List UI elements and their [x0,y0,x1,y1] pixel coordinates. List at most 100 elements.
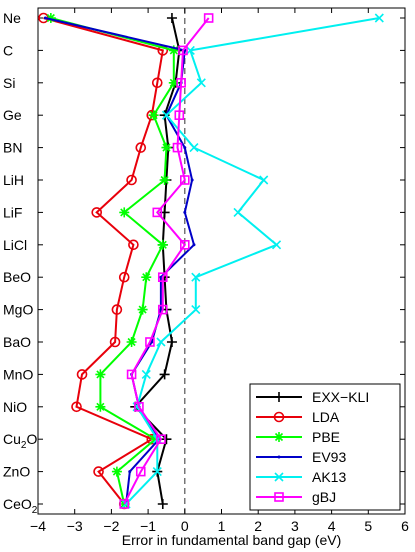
data-point-gbj [180,175,190,185]
data-point-pbe [157,239,168,250]
x-tick-label: −4 [30,518,46,534]
y-category-label: BN [3,140,22,156]
x-tick-label: 6 [401,518,409,534]
x-tick-label: 0 [181,518,189,534]
x-tick-label: −3 [67,518,83,534]
y-category-label: Cu2O [3,431,37,451]
data-point-pbe [95,369,106,380]
data-point-exx-kli [166,337,177,347]
data-point-ak13 [233,207,243,217]
legend-marker-ak13 [274,472,284,482]
data-point-exx-kli [161,434,172,445]
data-point-ak13 [152,467,162,477]
data-point-ev93 [159,275,163,279]
data-point-ev93 [190,178,194,182]
series-line-ev93 [45,17,196,505]
data-point-lda [76,369,88,380]
legend-label-ev93: EV93 [312,449,346,465]
x-tick-label: 5 [364,518,372,534]
data-point-pbe [161,142,172,153]
data-point-pbe [168,77,179,88]
data-point-lda [135,142,147,153]
data-point-pbe [111,466,122,477]
data-point-pbe [119,207,130,218]
data-point-ak13 [259,175,269,185]
data-point-ak13 [156,337,166,347]
data-point-ev93 [183,146,187,150]
data-point-lda [128,239,139,251]
data-point-lda [111,304,123,315]
data-point-pbe [150,434,161,445]
x-tick-label: 2 [254,518,262,534]
y-category-label: Ge [3,107,22,123]
series-line-pbe [50,17,175,505]
data-point-exx-kli [157,499,168,509]
data-point-gbj [178,45,188,56]
legend-label-pbe: PBE [312,429,340,445]
series-line-lda [43,17,164,505]
y-category-label: Si [3,75,15,91]
data-point-gbj [172,142,183,153]
y-category-label: LiF [3,204,22,220]
data-point-gbj [157,304,168,315]
data-point-ak13 [141,369,151,379]
y-category-label: BeO [3,269,31,285]
y-category-label: MnO [3,366,33,382]
data-point-ev93 [128,470,132,474]
data-point-ev93 [192,243,196,247]
data-point-exx-kli [166,13,177,23]
data-point-pbe [126,337,137,347]
data-point-ak13 [191,272,201,282]
y-category-label: Ne [3,10,21,26]
data-point-pbe [137,304,148,315]
y-category-label: C [3,42,13,58]
legend-box [249,383,401,511]
data-point-lda [109,336,121,348]
data-point-gbj [119,499,130,509]
data-point-gbj [157,272,168,283]
x-tick-label: 1 [218,518,226,534]
y-category-label: CeO2 [3,496,38,516]
data-point-ak13 [191,305,201,315]
data-point-pbe [148,110,159,121]
data-point-ak13 [196,78,206,88]
y-category-label: MgO [3,302,33,318]
data-point-pbe [141,272,152,283]
legend-marker-ev93 [277,455,281,459]
data-point-pbe [45,13,56,23]
x-tick-label: −2 [103,518,119,534]
x-tick-label: 4 [328,518,336,534]
data-point-lda [118,271,130,283]
data-point-ev93 [183,210,187,214]
legend-marker-exx-kli [274,392,284,402]
y-category-label: BaO [3,334,31,350]
data-point-lda [126,174,137,186]
x-tick-label: 3 [291,518,299,534]
data-point-lda [93,466,104,477]
data-point-pbe [168,45,179,56]
data-point-ak13 [189,143,199,153]
legend: EXX−KLI LDA PBE EV93 AK13 gBJ [249,383,401,511]
data-point-gbj [145,337,155,347]
data-point-gbj [134,401,144,412]
data-point-lda [71,401,82,413]
legend-label-ak13: AK13 [312,469,346,485]
y-category-label: NiO [3,399,27,415]
y-category-label: ZnO [3,464,30,480]
data-point-lda [151,77,163,89]
data-point-gbj [180,240,190,250]
data-point-gbj [174,110,185,120]
data-point-ak13 [161,110,172,120]
data-point-ak13 [374,13,384,23]
data-point-gbj [156,434,166,445]
data-point-exx-kli [159,369,170,380]
legend-marker-lda [273,411,285,423]
data-point-pbe [95,401,106,412]
series-line-ak13 [125,17,380,505]
data-point-ev93 [43,16,47,20]
data-point-gbj [126,369,137,380]
data-point-ak13 [271,240,282,250]
x-tick-label: −1 [140,518,156,534]
data-point-gbj [152,207,163,218]
series-pbe [45,13,179,509]
